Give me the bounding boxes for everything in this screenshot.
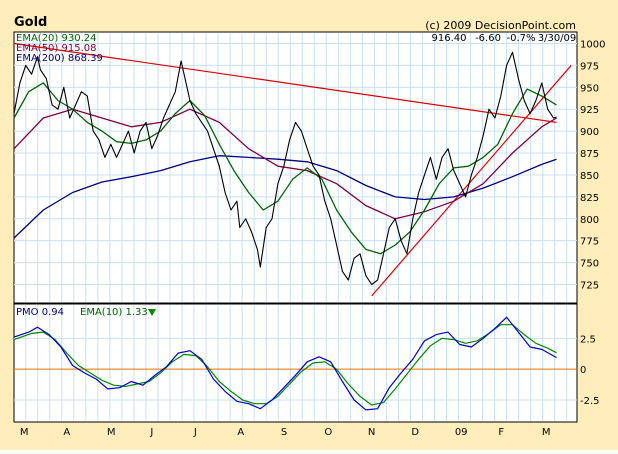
x-tick-label: A (237, 427, 244, 438)
price-legend: EMA(20) 930.24 EMA(50) 915.08 EMA(200) 8… (16, 33, 103, 64)
legend-pmo-ema10-label: EMA(10) (80, 307, 122, 318)
pmo-down-arrow-icon (148, 309, 156, 316)
y-tick-label: 825 (580, 193, 599, 204)
legend-pmo: PMO 0.94 (16, 307, 64, 318)
chart-title: Gold (14, 15, 47, 30)
quote-change: -6.60 (475, 33, 501, 44)
x-tick-label: O (324, 427, 332, 438)
series-line-ema-50- (13, 108, 557, 220)
y-tick-label: 1000 (580, 40, 605, 51)
quote-last: 916.40 (432, 33, 467, 44)
copyright-text: (c) 2009 DecisionPoint.com (425, 19, 576, 32)
x-tick-label: 09 (455, 427, 468, 438)
trendline-1 (13, 42, 557, 123)
y-tick-label: 875 (580, 149, 599, 160)
series-line-pmo (13, 316, 557, 411)
x-tick-label: D (411, 427, 419, 438)
legend-ema50-label: EMA(50) (16, 43, 58, 54)
y-tick-label: 800 (580, 215, 599, 226)
series-line-gold (13, 51, 557, 286)
legend-ema50: EMA(50) 915.08 (16, 43, 97, 54)
x-tick-label: M (20, 427, 29, 438)
pmo-legend: PMO 0.94 EMA(10) 1.33 (16, 307, 156, 318)
y-tick-label: 975 (580, 61, 599, 72)
y-tick-label: 950 (580, 83, 599, 94)
y-tick-label: 2.5 (580, 334, 596, 345)
series-line-ema-10- (13, 324, 557, 406)
legend-pmo-ema10-value: 1.33 (126, 307, 148, 318)
legend-ema200: EMA(200) 868.39 (16, 53, 103, 64)
pmo-panel: -2.5 0 2.5 PMO 0.94 EMA(10) 1.33 (13, 303, 600, 423)
y-tick-label: 925 (580, 105, 599, 116)
legend-ema20-label: EMA(20) (16, 33, 58, 44)
legend-ema200-value: 868.39 (68, 53, 103, 64)
price-y-axis: 725 750 775 800 825 850 875 900 925 950 975 1000 (580, 40, 605, 292)
quote-date: 3/30/09 (538, 33, 577, 44)
legend-ema200-label: EMA(200) (16, 53, 65, 64)
price-panel: 725 750 775 800 825 850 875 900 925 950 975 1000 91… (13, 31, 605, 304)
y-tick-label: 750 (580, 259, 599, 270)
y-tick-label: 725 (580, 280, 599, 291)
x-tick-label: F (498, 427, 504, 438)
x-tick-label: J (149, 427, 153, 438)
legend-pmo-value: 0.94 (42, 307, 64, 318)
series-line-ema-200- (13, 155, 557, 239)
pmo-panel-frame (13, 303, 578, 423)
legend-pmo-ema10: EMA(10) 1.33 (80, 307, 148, 318)
legend-ema50-value: 915.08 (62, 43, 97, 54)
pmo-y-axis: -2.5 0 2.5 (580, 334, 600, 407)
y-tick-label: 850 (580, 171, 599, 182)
x-tick-label: J (193, 427, 197, 438)
x-tick-label: S (281, 427, 287, 438)
y-tick-label: -2.5 (580, 396, 600, 407)
x-tick-label: M (542, 427, 551, 438)
price-trendlines (13, 42, 572, 297)
price-series-group (13, 51, 557, 286)
y-tick-label: 900 (580, 127, 599, 138)
pmo-series-group (13, 316, 557, 411)
trendline-2 (371, 65, 572, 297)
series-line-ema-20- (13, 82, 557, 255)
y-tick-label: 0 (580, 365, 586, 376)
x-tick-label: M (107, 427, 116, 438)
legend-pmo-label: PMO (16, 307, 39, 318)
quote-readout: 916.40 -6.60 -0.7% 3/30/09 (432, 33, 577, 44)
quote-pct: -0.7% (506, 33, 535, 44)
y-tick-label: 775 (580, 237, 599, 248)
price-gridlines (14, 33, 577, 302)
legend-ema20-value: 930.24 (62, 33, 97, 44)
x-axis-labels: M A M J J A S O N D 09 F M (20, 427, 551, 438)
x-tick-label: N (368, 427, 375, 438)
x-tick-label: A (63, 427, 70, 438)
legend-ema20: EMA(20) 930.24 (16, 33, 97, 44)
